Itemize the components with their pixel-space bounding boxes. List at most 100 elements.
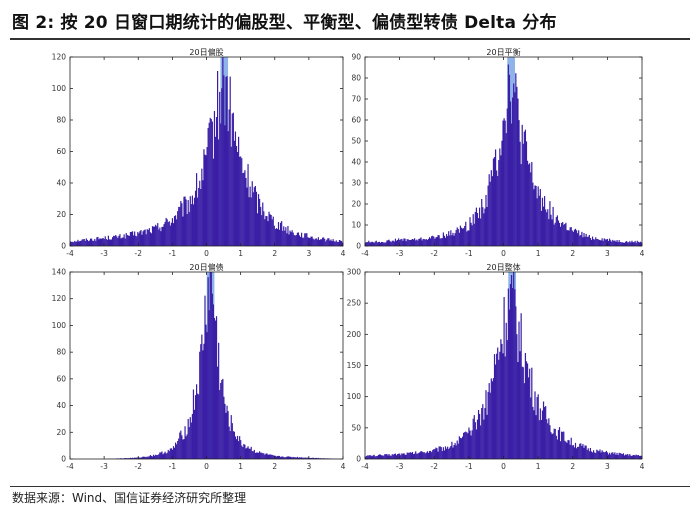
histogram-bar <box>516 334 518 459</box>
histogram-bar <box>578 230 580 246</box>
histogram-bar <box>204 295 206 459</box>
histogram-bar <box>123 458 125 459</box>
histogram-bar <box>472 418 474 459</box>
x-tick-label: -1 <box>465 462 473 471</box>
histogram-bar <box>441 450 443 459</box>
x-tick-label: -2 <box>135 249 143 258</box>
histogram-bar <box>417 240 419 246</box>
histogram-bar <box>548 418 550 459</box>
histogram-bar <box>550 214 552 246</box>
histogram-bar <box>617 242 619 246</box>
histogram-bar <box>534 391 536 459</box>
histogram-bar <box>282 230 284 246</box>
histogram-bar <box>542 401 545 459</box>
histogram-bar <box>366 242 368 246</box>
histogram-bar <box>296 232 298 246</box>
histogram-bar <box>323 237 325 246</box>
histogram-bar <box>567 230 569 246</box>
histogram-bar <box>173 447 176 459</box>
histogram-bar <box>125 458 127 459</box>
histogram-bar <box>620 242 622 246</box>
histogram-bar <box>529 368 531 459</box>
histogram-bar <box>401 453 403 459</box>
histogram-bar <box>275 228 277 246</box>
histogram-bar <box>512 97 514 246</box>
x-tick-label: -4 <box>361 462 369 471</box>
histogram-bar <box>374 241 376 246</box>
histogram-bar <box>499 148 501 246</box>
histogram-bar <box>151 226 154 246</box>
x-tick-label: 2 <box>570 249 575 258</box>
histogram-bar <box>76 241 78 246</box>
histogram-bar <box>447 446 449 459</box>
histogram-bar <box>401 238 403 246</box>
histogram-bar <box>100 238 102 246</box>
histogram-bar <box>86 239 88 246</box>
histogram-bar <box>224 403 226 459</box>
histogram-bar <box>475 429 478 459</box>
histogram-bar <box>439 446 441 459</box>
histogram-bar <box>551 434 553 459</box>
histogram-bar <box>510 123 513 246</box>
x-tick-label: -4 <box>66 462 74 471</box>
histogram-bar <box>137 231 139 246</box>
histogram-bar <box>449 447 451 459</box>
histogram-bar <box>476 212 479 246</box>
histogram-bar <box>427 238 430 246</box>
histogram-bar <box>556 439 558 459</box>
histogram-bar <box>277 455 280 459</box>
histogram-bar <box>126 458 128 459</box>
histogram-bar <box>477 409 480 459</box>
histogram-bar <box>251 181 253 246</box>
histogram-bar <box>375 456 377 459</box>
histogram-bar <box>277 222 280 246</box>
histogram-bar <box>503 118 505 246</box>
histogram-bar <box>523 383 525 459</box>
histogram-bar <box>124 458 126 459</box>
histogram-bar <box>408 239 410 246</box>
histogram-bar <box>441 238 443 246</box>
histogram-bar <box>595 237 597 246</box>
x-tick-label: 0 <box>501 249 506 258</box>
histogram-bar <box>377 454 379 459</box>
histogram-bar <box>249 186 251 246</box>
histogram-bar <box>241 445 243 459</box>
histogram-bar <box>229 431 231 459</box>
y-tick-label: 20 <box>56 428 66 437</box>
histogram-bar <box>138 457 140 459</box>
histogram-bar <box>390 242 392 246</box>
histogram-bar <box>378 454 381 459</box>
histogram-bar <box>505 322 507 459</box>
histogram-bar <box>513 272 515 459</box>
histogram-bar <box>565 441 567 459</box>
histogram-bar <box>439 238 441 246</box>
histogram-bar <box>131 457 134 459</box>
histogram-bar <box>250 197 252 246</box>
histogram-bar <box>203 149 205 246</box>
histogram-bar <box>436 448 438 459</box>
histogram-bar <box>158 229 160 246</box>
histogram-bar <box>246 447 248 459</box>
histogram-bar <box>310 457 312 459</box>
y-tick-label: 120 <box>52 53 67 62</box>
histogram-bar <box>301 232 303 246</box>
histogram-bar <box>367 242 369 246</box>
histogram-bar <box>161 451 163 459</box>
histogram-bar <box>299 457 302 459</box>
histogram-bar <box>154 455 156 459</box>
histogram-bar <box>317 457 319 459</box>
histogram-bar <box>137 457 139 459</box>
histogram-bar <box>399 239 401 246</box>
histogram-bar <box>312 238 314 246</box>
histogram-bar <box>115 234 117 246</box>
histogram-bar <box>317 237 319 246</box>
y-tick-label: 200 <box>347 330 362 339</box>
histogram-bar <box>385 454 387 459</box>
histogram-bar <box>565 222 567 246</box>
histogram-bar <box>129 232 132 246</box>
histogram-bar <box>184 426 186 459</box>
histogram-bar <box>209 117 211 246</box>
histogram-bar <box>268 454 270 459</box>
histogram-bar <box>552 206 554 246</box>
histogram-bar <box>400 239 402 246</box>
